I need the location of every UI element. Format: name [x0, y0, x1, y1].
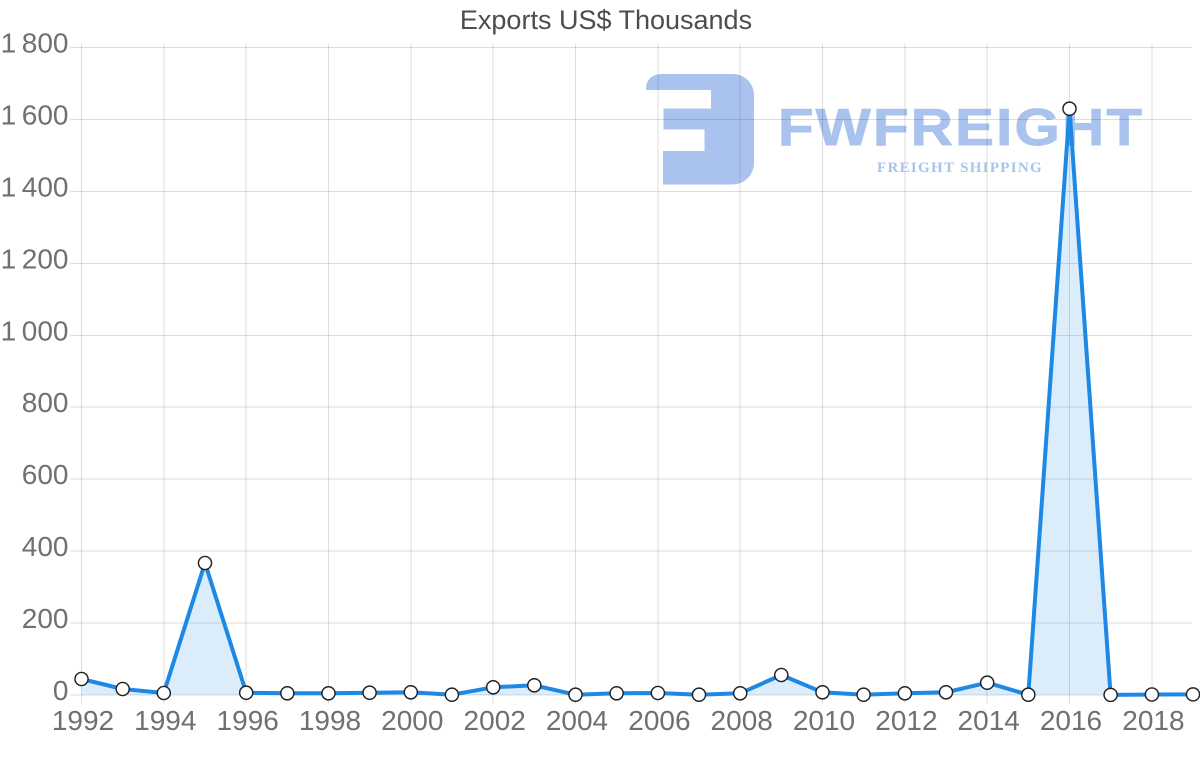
svg-text:1996: 1996	[217, 705, 279, 736]
svg-text:1 400: 1 400	[1, 171, 69, 202]
svg-text:Exports US$ Thousands: Exports US$ Thousands	[460, 5, 752, 35]
svg-text:2014: 2014	[958, 705, 1020, 736]
svg-text:0: 0	[53, 675, 69, 706]
svg-text:1 200: 1 200	[1, 243, 69, 274]
svg-text:1 800: 1 800	[1, 28, 69, 59]
svg-text:1 000: 1 000	[1, 315, 69, 346]
svg-text:2000: 2000	[381, 705, 443, 736]
svg-text:800: 800	[22, 387, 69, 418]
svg-text:FREIGHT SHIPPING: FREIGHT SHIPPING	[877, 160, 1043, 176]
svg-text:2002: 2002	[464, 705, 526, 736]
svg-text:1992: 1992	[52, 705, 114, 736]
svg-text:2016: 2016	[1040, 705, 1102, 736]
svg-text:600: 600	[22, 459, 69, 490]
svg-text:200: 200	[22, 603, 69, 634]
svg-text:2012: 2012	[875, 705, 937, 736]
svg-text:2008: 2008	[711, 705, 773, 736]
svg-text:2010: 2010	[793, 705, 855, 736]
svg-text:1998: 1998	[299, 705, 361, 736]
svg-text:FWFREIGHT: FWFREIGHT	[778, 98, 1144, 156]
svg-text:400: 400	[22, 531, 69, 562]
svg-text:1 600: 1 600	[1, 99, 69, 130]
svg-text:2018: 2018	[1122, 705, 1184, 736]
svg-text:2004: 2004	[546, 705, 608, 736]
svg-text:1994: 1994	[134, 705, 196, 736]
svg-text:2006: 2006	[628, 705, 690, 736]
